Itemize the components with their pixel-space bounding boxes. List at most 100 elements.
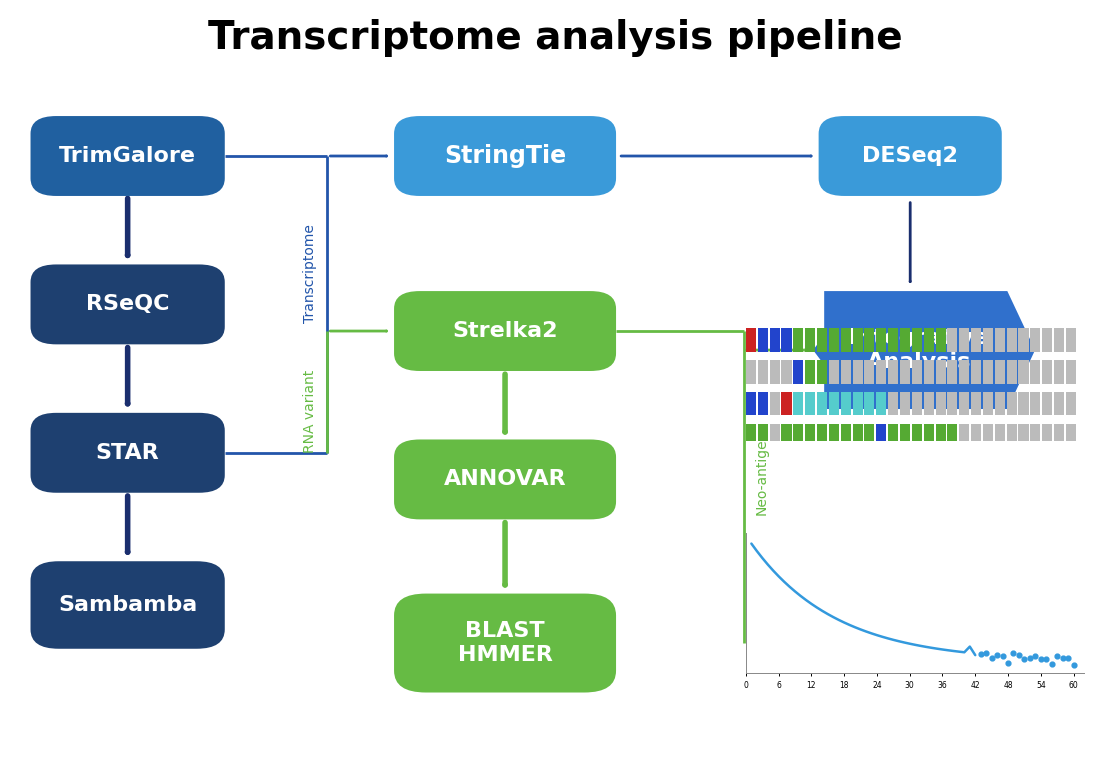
Text: Transcriptome: Transcriptome bbox=[303, 224, 316, 323]
Bar bbox=[1030, 360, 1040, 384]
Bar bbox=[865, 424, 875, 447]
Bar bbox=[852, 328, 862, 352]
Bar bbox=[805, 392, 815, 416]
Bar bbox=[911, 392, 922, 416]
Bar bbox=[758, 424, 768, 447]
Bar bbox=[1007, 392, 1017, 416]
Bar bbox=[781, 328, 791, 352]
Bar bbox=[1054, 424, 1064, 447]
Point bbox=[972, 648, 990, 660]
Bar bbox=[746, 328, 756, 352]
Bar bbox=[876, 360, 886, 384]
Bar bbox=[805, 328, 815, 352]
Bar bbox=[746, 360, 756, 384]
FancyBboxPatch shape bbox=[31, 116, 224, 196]
Bar bbox=[1030, 424, 1040, 447]
Bar bbox=[936, 328, 946, 352]
Bar bbox=[971, 424, 981, 447]
Bar bbox=[781, 392, 791, 416]
Bar bbox=[746, 392, 756, 416]
Text: Transcriptome analysis pipeline: Transcriptome analysis pipeline bbox=[208, 19, 902, 57]
Bar bbox=[1019, 392, 1029, 416]
FancyBboxPatch shape bbox=[394, 594, 616, 693]
Point bbox=[988, 649, 1006, 661]
Bar bbox=[924, 392, 934, 416]
Bar bbox=[1019, 328, 1029, 352]
Bar bbox=[1066, 424, 1076, 447]
Text: Strelka2: Strelka2 bbox=[452, 321, 558, 341]
Point bbox=[1042, 658, 1060, 670]
Bar bbox=[947, 392, 958, 416]
Bar bbox=[1042, 328, 1052, 352]
Bar bbox=[817, 360, 827, 384]
Text: TrimGalore: TrimGalore bbox=[59, 146, 196, 166]
Bar bbox=[769, 424, 779, 447]
Text: RNA variant: RNA variant bbox=[303, 369, 316, 453]
Text: Neo-antigen: Neo-antigen bbox=[755, 429, 768, 514]
Bar bbox=[959, 392, 969, 416]
Bar bbox=[829, 360, 839, 384]
Polygon shape bbox=[813, 291, 1036, 409]
Bar bbox=[995, 392, 1005, 416]
Text: ANNOVAR: ANNOVAR bbox=[444, 470, 566, 489]
Bar bbox=[805, 360, 815, 384]
Bar bbox=[983, 328, 993, 352]
Bar bbox=[959, 328, 969, 352]
Bar bbox=[1030, 392, 1040, 416]
Text: RSeQC: RSeQC bbox=[85, 295, 170, 314]
Bar bbox=[852, 424, 862, 447]
Bar bbox=[936, 360, 946, 384]
Bar bbox=[876, 424, 886, 447]
Bar bbox=[888, 392, 898, 416]
Bar bbox=[1007, 328, 1017, 352]
Bar bbox=[794, 392, 804, 416]
Point bbox=[1059, 652, 1077, 664]
FancyBboxPatch shape bbox=[394, 291, 616, 371]
Bar bbox=[769, 392, 779, 416]
Bar bbox=[900, 360, 910, 384]
FancyBboxPatch shape bbox=[31, 562, 224, 648]
Bar bbox=[936, 424, 946, 447]
Bar bbox=[983, 424, 993, 447]
Point bbox=[1005, 647, 1022, 659]
Bar bbox=[1066, 392, 1076, 416]
Bar bbox=[865, 328, 875, 352]
Bar bbox=[924, 328, 934, 352]
Bar bbox=[900, 328, 910, 352]
Bar bbox=[876, 392, 886, 416]
Bar bbox=[829, 424, 839, 447]
FancyBboxPatch shape bbox=[31, 265, 224, 344]
Point bbox=[982, 651, 1000, 664]
Point bbox=[1021, 652, 1039, 664]
Bar bbox=[911, 328, 922, 352]
Bar bbox=[817, 424, 827, 447]
Bar bbox=[1042, 424, 1052, 447]
Bar bbox=[1066, 328, 1076, 352]
Bar bbox=[983, 360, 993, 384]
Bar bbox=[1054, 392, 1064, 416]
Bar bbox=[924, 424, 934, 447]
Point bbox=[1064, 659, 1082, 671]
Bar bbox=[995, 424, 1005, 447]
Point bbox=[1038, 653, 1056, 665]
Bar bbox=[924, 360, 934, 384]
Bar bbox=[888, 328, 898, 352]
Bar bbox=[983, 392, 993, 416]
Bar bbox=[971, 392, 981, 416]
Bar bbox=[911, 360, 922, 384]
Bar bbox=[758, 328, 768, 352]
Bar bbox=[947, 424, 958, 447]
Bar bbox=[1007, 424, 1017, 447]
Bar bbox=[781, 360, 791, 384]
Bar bbox=[1042, 360, 1052, 384]
Bar bbox=[865, 360, 875, 384]
Bar bbox=[1042, 392, 1052, 416]
Bar bbox=[769, 328, 779, 352]
Bar bbox=[840, 424, 850, 447]
Bar bbox=[852, 392, 862, 416]
Bar bbox=[888, 360, 898, 384]
Bar bbox=[852, 360, 862, 384]
Bar bbox=[805, 424, 815, 447]
Bar bbox=[829, 328, 839, 352]
Bar bbox=[1019, 424, 1029, 447]
